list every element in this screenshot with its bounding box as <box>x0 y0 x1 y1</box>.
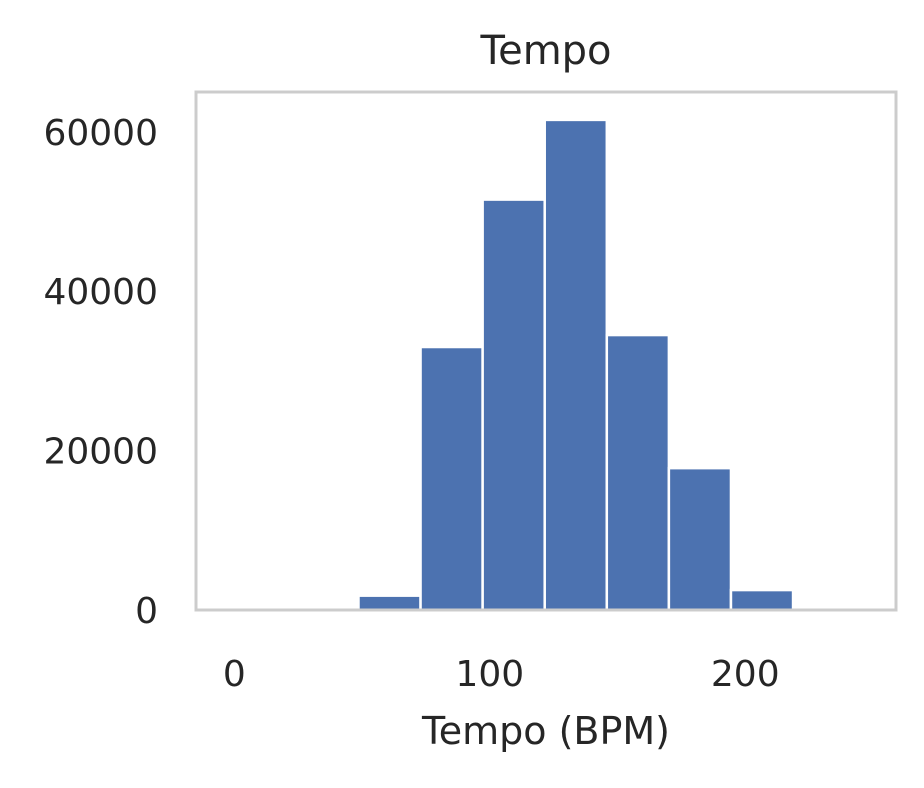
x-tick-label: 0 <box>223 654 246 695</box>
x-axis-label: Tempo (BPM) <box>421 709 670 753</box>
y-tick-label: 20000 <box>43 432 158 473</box>
y-axis-ticks: 0 20000 40000 60000 <box>43 113 158 632</box>
y-tick-label: 0 <box>135 591 158 632</box>
x-tick-label: 200 <box>711 654 780 695</box>
histogram-bar <box>667 466 733 612</box>
histogram-bar <box>419 345 484 612</box>
x-tick-label: 100 <box>455 654 524 695</box>
x-axis-ticks: 0 100 200 <box>223 654 780 695</box>
histogram-bar <box>481 198 546 612</box>
histogram-bar <box>729 588 795 612</box>
histogram-bar <box>357 594 422 612</box>
y-tick-label: 60000 <box>43 113 158 154</box>
plot-frame <box>194 90 898 612</box>
histogram-bar <box>605 333 671 612</box>
chart-title: Tempo <box>479 28 611 74</box>
histogram-bars <box>357 118 795 612</box>
histogram-bar <box>543 118 609 612</box>
y-tick-label: 40000 <box>43 272 158 313</box>
